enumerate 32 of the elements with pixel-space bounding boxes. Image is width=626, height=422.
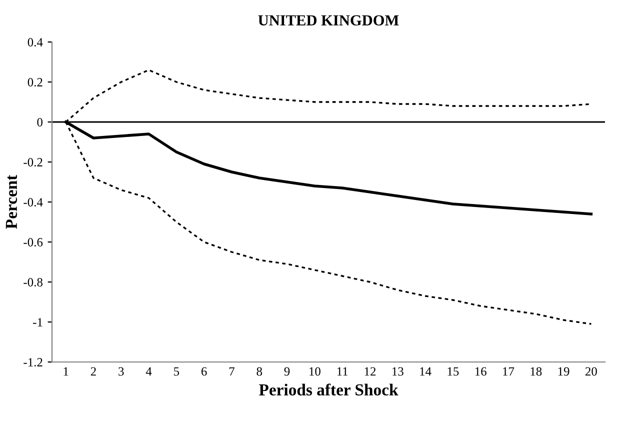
x-tick-label: 14 bbox=[420, 367, 432, 376]
x-tick-label: 6 bbox=[201, 367, 207, 376]
y-tick-label: -0.8 bbox=[24, 278, 42, 287]
chart-title: UNITED KINGDOM bbox=[258, 15, 399, 26]
y-tick-label: -0.6 bbox=[24, 238, 43, 247]
x-tick-label: 13 bbox=[392, 367, 404, 376]
y-tick-label: -1 bbox=[33, 318, 42, 326]
x-tick-label: 19 bbox=[558, 367, 570, 376]
x-tick-label: 20 bbox=[585, 367, 597, 376]
y-axis-title: Percent bbox=[6, 174, 18, 229]
y-tick-label: -0.4 bbox=[24, 198, 43, 207]
y-tick-label: -1.2 bbox=[24, 358, 42, 367]
x-tick-label: 16 bbox=[475, 367, 486, 376]
x-tick-label: 4 bbox=[146, 367, 152, 376]
x-tick-label: 11 bbox=[337, 367, 348, 376]
x-tick-label: 12 bbox=[364, 367, 376, 376]
x-tick-label: 1 bbox=[64, 367, 68, 376]
x-tick-label: 18 bbox=[530, 367, 542, 376]
x-tick-label: 5 bbox=[174, 367, 180, 376]
x-tick-label: 2 bbox=[90, 367, 96, 376]
x-tick-label: 15 bbox=[448, 367, 459, 376]
x-tick-label: 7 bbox=[229, 367, 234, 376]
x-tick-label: 17 bbox=[503, 367, 514, 376]
y-tick-label: 0 bbox=[37, 118, 42, 126]
y-tick-label: 0.2 bbox=[28, 78, 42, 87]
y-tick-label: 0.4 bbox=[28, 38, 43, 47]
x-tick-label: 9 bbox=[284, 367, 290, 376]
x-axis-title: Periods after Shock bbox=[259, 384, 398, 396]
y-tick-label: -0.2 bbox=[24, 158, 42, 167]
x-tick-label: 10 bbox=[310, 367, 320, 376]
x-tick-label: 8 bbox=[256, 367, 262, 376]
x-tick-label: 3 bbox=[118, 367, 124, 376]
